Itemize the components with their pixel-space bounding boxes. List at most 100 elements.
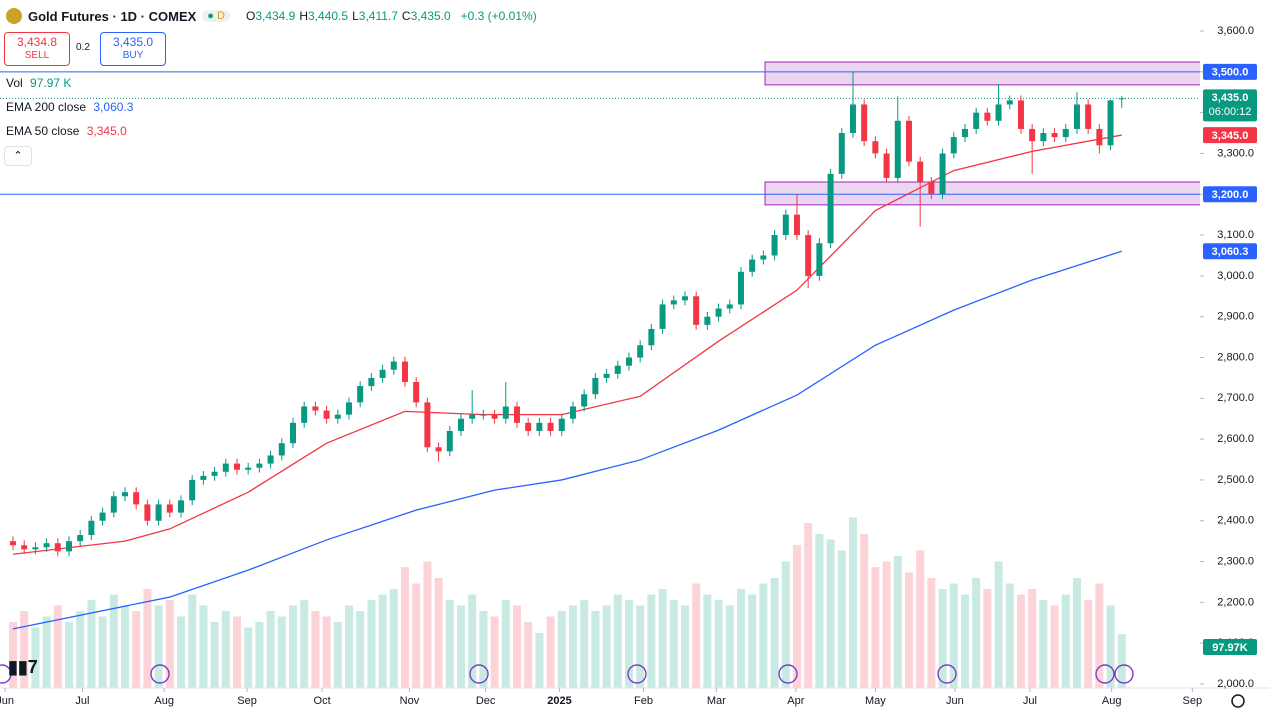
candle-body: [256, 463, 263, 468]
symbol-title: Gold Futures · 1D · COMEX: [28, 8, 197, 24]
volume-bar: [837, 550, 846, 688]
candle-body: [357, 386, 364, 403]
volume-bar: [602, 605, 611, 688]
candle-body: [43, 543, 50, 548]
candle-body: [110, 496, 117, 513]
settings-icon[interactable]: [1231, 694, 1245, 708]
candle-body: [379, 369, 386, 378]
candle-body: [905, 120, 912, 162]
candle-body: [603, 373, 610, 378]
candle-body: [984, 112, 991, 121]
candle-body: [77, 535, 84, 542]
volume-bar: [400, 567, 409, 688]
collapse-button[interactable]: ⌃: [4, 146, 32, 166]
volume-bar: [64, 622, 73, 688]
ema-badge: [1203, 243, 1257, 260]
interval-badge[interactable]: ● D: [202, 10, 230, 22]
volume-bar: [378, 594, 387, 688]
candle-body: [894, 120, 901, 178]
y-tick-label: 2,400.0: [1217, 515, 1254, 527]
volume-bar: [1028, 589, 1037, 688]
candle-body: [32, 547, 39, 550]
volume-legend: Vol 97.97 K: [6, 76, 71, 90]
candle-body: [558, 418, 565, 431]
sell-button[interactable]: 3,434.8 SELL: [4, 32, 70, 66]
volume-bar: [613, 594, 622, 688]
buy-price: 3,435.0: [112, 35, 154, 49]
volume-bar: [916, 550, 925, 688]
volume-bar: [165, 600, 174, 688]
buy-label: BUY: [122, 50, 144, 61]
volume-bar: [76, 611, 85, 688]
x-tick-label: Apr: [787, 695, 804, 707]
candle-body: [177, 500, 184, 513]
volume-bar: [949, 583, 958, 688]
candle-body: [133, 492, 140, 505]
x-tick-label: Oct: [314, 695, 331, 707]
candle-body: [1085, 104, 1092, 129]
candle-body: [200, 475, 207, 480]
candle-body: [525, 422, 532, 431]
ema-badge: [1203, 127, 1257, 144]
x-tick-label: Sep: [1183, 695, 1203, 707]
ema200-value: 3,060.3: [93, 100, 134, 114]
volume-bar: [423, 561, 432, 688]
candle-body: [771, 235, 778, 256]
candle-body: [1029, 128, 1036, 142]
candle-body: [793, 214, 800, 236]
volume-bar: [31, 627, 40, 688]
volume-bar: [893, 556, 902, 688]
volume-bar: [120, 605, 129, 688]
candle-body: [267, 455, 274, 464]
candle-body: [222, 463, 229, 472]
candle-body: [1073, 104, 1080, 129]
candle-body: [1096, 128, 1103, 146]
ema50-legend: EMA 50 close 3,345.0: [6, 124, 127, 138]
volume-bar: [748, 594, 757, 688]
volume-bar: [221, 611, 230, 688]
volume-bar: [927, 578, 936, 688]
x-tick-label: Nov: [400, 695, 420, 707]
candle-body: [704, 316, 711, 325]
x-tick-label: Feb: [634, 695, 653, 707]
candle-body: [469, 414, 476, 419]
candle-body: [99, 512, 106, 521]
volume-bar: [591, 611, 600, 688]
buy-button[interactable]: 3,435.0 BUY: [100, 32, 166, 66]
volume-bar: [848, 517, 857, 688]
ohlc-key: L: [352, 9, 359, 23]
volume-bar: [412, 583, 421, 688]
volume-bar: [815, 534, 824, 688]
volume-bar: [468, 594, 477, 688]
volume-bar: [244, 627, 253, 688]
candle-body: [312, 406, 319, 411]
candle-body: [211, 471, 218, 476]
volume-bar: [736, 589, 745, 688]
volume-bar: [804, 523, 813, 688]
candle-body: [121, 492, 128, 497]
volume-bar: [199, 605, 208, 688]
ohlc-value: 3,411.7: [358, 9, 398, 23]
volume-bar: [792, 545, 801, 688]
candle-body: [457, 418, 464, 431]
ema-line: [12, 250, 1122, 630]
last-price-text: 3,435.0: [1212, 92, 1249, 104]
ohlc-key: H: [299, 9, 309, 23]
volume-name: Vol: [6, 76, 23, 90]
volume-bar: [322, 616, 331, 688]
level-badge: [1203, 63, 1257, 80]
level-badge-text: 3,200.0: [1212, 189, 1249, 201]
candle-body: [581, 394, 588, 407]
spread: 0.2: [76, 42, 90, 53]
candle-body: [816, 243, 823, 276]
candle-body: [592, 377, 599, 395]
volume-bar: [490, 616, 499, 688]
candle-body: [144, 504, 151, 521]
volume-bar: [300, 600, 309, 688]
event-icons[interactable]: [0, 664, 1134, 684]
volume-bar: [434, 578, 443, 688]
volume-bar: [580, 600, 589, 688]
candle-body: [883, 153, 890, 178]
volume-bar: [770, 578, 779, 688]
